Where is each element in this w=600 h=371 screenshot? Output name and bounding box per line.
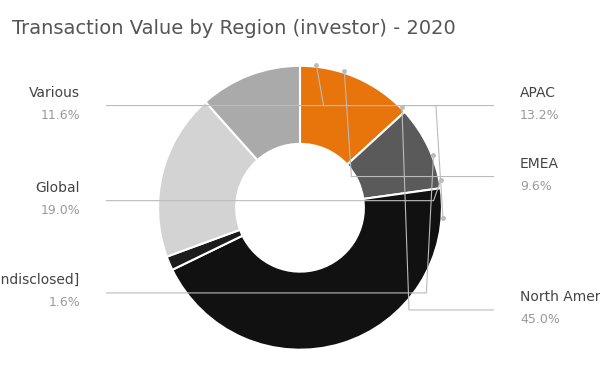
Text: North America: North America: [520, 290, 600, 304]
Text: [Undisclosed]: [Undisclosed]: [0, 273, 80, 287]
Wedge shape: [158, 102, 257, 257]
Text: 19.0%: 19.0%: [40, 204, 80, 217]
Wedge shape: [205, 66, 300, 160]
Wedge shape: [347, 112, 440, 199]
Text: APAC: APAC: [520, 86, 556, 100]
Text: EMEA: EMEA: [520, 157, 559, 171]
Text: 9.6%: 9.6%: [520, 180, 552, 193]
Wedge shape: [167, 230, 242, 270]
Text: Various: Various: [29, 86, 80, 100]
Text: 13.2%: 13.2%: [520, 109, 560, 122]
Text: Global: Global: [35, 181, 80, 195]
Wedge shape: [300, 66, 404, 165]
Text: Transaction Value by Region (investor) - 2020: Transaction Value by Region (investor) -…: [12, 19, 456, 37]
Text: 11.6%: 11.6%: [40, 109, 80, 122]
Wedge shape: [172, 188, 442, 350]
Text: 1.6%: 1.6%: [48, 296, 80, 309]
Text: 45.0%: 45.0%: [520, 313, 560, 326]
